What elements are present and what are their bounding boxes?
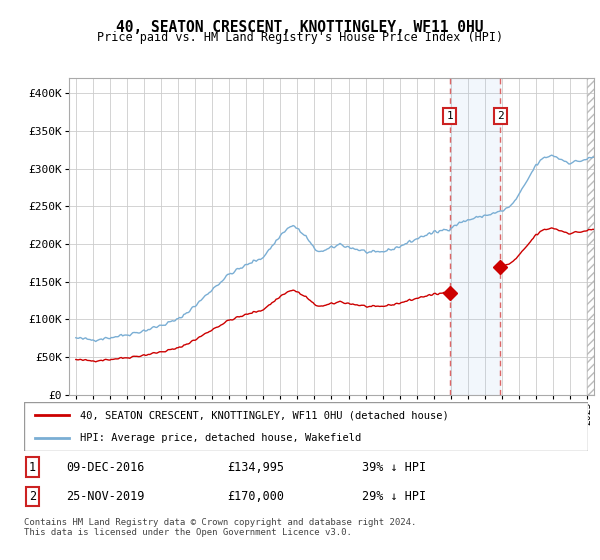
Text: 40, SEATON CRESCENT, KNOTTINGLEY, WF11 0HU: 40, SEATON CRESCENT, KNOTTINGLEY, WF11 0…	[116, 20, 484, 35]
Text: 29% ↓ HPI: 29% ↓ HPI	[362, 490, 427, 503]
Text: 2: 2	[497, 111, 503, 121]
Text: 1: 1	[29, 461, 36, 474]
Bar	[449, 78, 500, 395]
Text: Price paid vs. HM Land Registry's House Price Index (HPI): Price paid vs. HM Land Registry's House …	[97, 31, 503, 44]
Text: Contains HM Land Registry data © Crown copyright and database right 2024.
This d: Contains HM Land Registry data © Crown c…	[24, 518, 416, 538]
Text: £134,995: £134,995	[227, 461, 284, 474]
Text: 39% ↓ HPI: 39% ↓ HPI	[362, 461, 427, 474]
FancyBboxPatch shape	[24, 402, 588, 451]
Text: £170,000: £170,000	[227, 490, 284, 503]
Text: 25-NOV-2019: 25-NOV-2019	[66, 490, 145, 503]
Text: 40, SEATON CRESCENT, KNOTTINGLEY, WF11 0HU (detached house): 40, SEATON CRESCENT, KNOTTINGLEY, WF11 0…	[80, 410, 449, 421]
Text: 09-DEC-2016: 09-DEC-2016	[66, 461, 145, 474]
Text: 1: 1	[446, 111, 453, 121]
Text: HPI: Average price, detached house, Wakefield: HPI: Average price, detached house, Wake…	[80, 433, 362, 443]
Text: 2: 2	[29, 490, 36, 503]
